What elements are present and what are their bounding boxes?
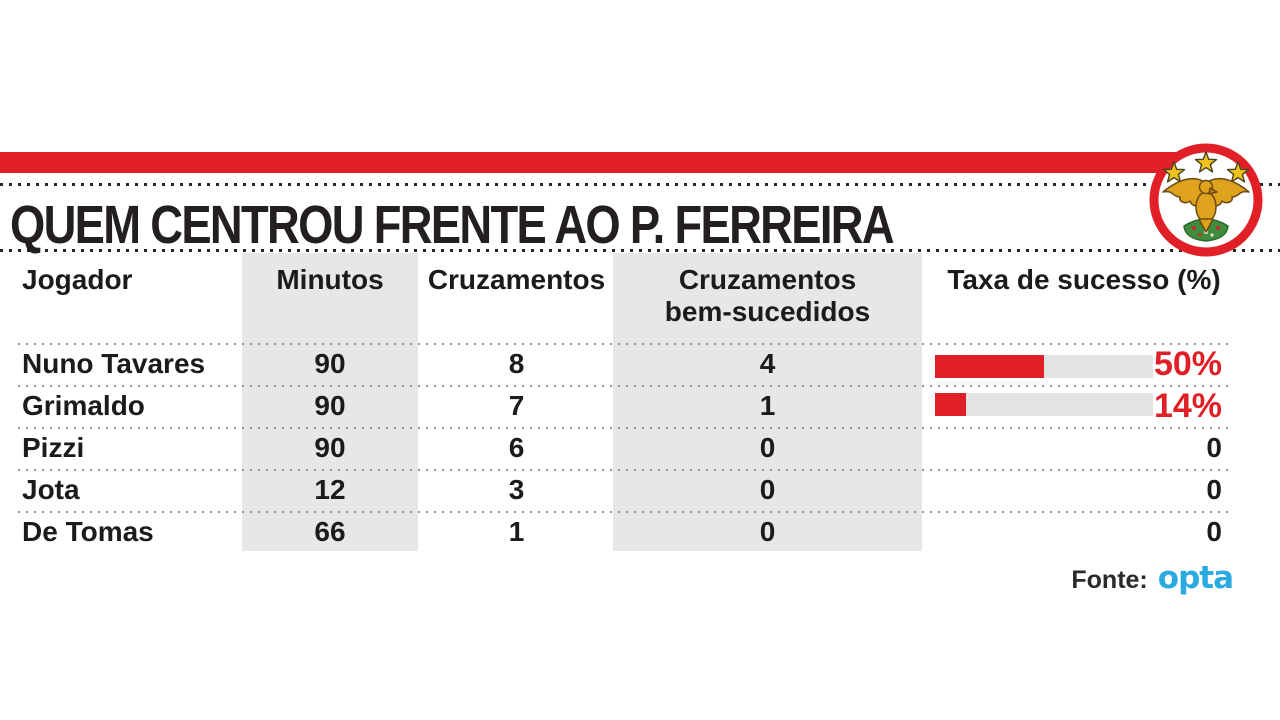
title-bottom-dotted-rule bbox=[0, 249, 1280, 252]
row-separator bbox=[18, 385, 1232, 387]
star-icon bbox=[1162, 161, 1186, 183]
row-separator bbox=[18, 469, 1232, 471]
header-successful-crosses: Cruzamentos bem-sucedidos bbox=[613, 264, 922, 328]
player-name: Jota bbox=[22, 474, 80, 505]
success-rate-bar-track bbox=[935, 393, 1153, 416]
successful-value: 1 bbox=[759, 390, 776, 421]
crest-stars bbox=[1162, 151, 1250, 183]
player-name: Nuno Tavares bbox=[22, 348, 206, 379]
successful-value: 4 bbox=[759, 348, 776, 379]
player-name: De Tomas bbox=[22, 516, 154, 547]
minutes-value: 90 bbox=[314, 390, 346, 421]
player-name: Grimaldo bbox=[22, 390, 145, 421]
minutes-value: 90 bbox=[314, 348, 346, 379]
header-successful-line1: Cruzamentos bbox=[678, 264, 857, 295]
header-player: Jogador bbox=[22, 264, 133, 295]
star-icon bbox=[1226, 161, 1250, 183]
player-name: Pizzi bbox=[22, 432, 85, 463]
benfica-crest-logo bbox=[1149, 143, 1263, 257]
minutes-value: 66 bbox=[314, 516, 346, 547]
successful-column-band bbox=[613, 253, 922, 551]
crosses-value: 7 bbox=[508, 390, 525, 421]
source-label: Fonte: bbox=[1071, 566, 1148, 594]
success-rate-label: 0 bbox=[1206, 432, 1222, 463]
source-footer: Fonte: opta bbox=[1066, 560, 1234, 596]
minutes-value: 90 bbox=[314, 432, 346, 463]
successful-value: 0 bbox=[759, 432, 776, 463]
success-rate-bar-fill bbox=[935, 355, 1044, 378]
success-rate-label: 0 bbox=[1206, 516, 1222, 547]
opta-logo: opta bbox=[1157, 560, 1234, 596]
crest-eagle-icon bbox=[1162, 177, 1250, 233]
success-rate-label: 0 bbox=[1206, 474, 1222, 505]
star-icon bbox=[1194, 151, 1218, 173]
header-minutes: Minutos bbox=[276, 264, 384, 295]
header-successful-line2: bem-sucedidos bbox=[664, 296, 871, 327]
row-separator bbox=[18, 343, 1232, 345]
minutes-value: 12 bbox=[314, 474, 346, 505]
success-rate-label: 14% bbox=[1153, 387, 1222, 425]
crosses-value: 3 bbox=[508, 474, 525, 505]
success-rate-bar-fill bbox=[935, 393, 966, 416]
successful-value: 0 bbox=[759, 474, 776, 505]
top-red-bar bbox=[0, 152, 1216, 173]
title-top-dotted-rule bbox=[0, 183, 1280, 186]
header-crosses: Cruzamentos bbox=[427, 264, 606, 295]
row-separator bbox=[18, 427, 1232, 429]
crosses-value: 8 bbox=[508, 348, 525, 379]
row-separator bbox=[18, 511, 1232, 513]
minutes-column-band bbox=[242, 253, 418, 551]
successful-value: 0 bbox=[759, 516, 776, 547]
page-title: QUEM CENTROU FRENTE AO P. FERREIRA bbox=[10, 195, 895, 255]
header-success-rate: Taxa de sucesso (%) bbox=[947, 264, 1221, 295]
crosses-value: 6 bbox=[508, 432, 525, 463]
crosses-value: 1 bbox=[508, 516, 525, 547]
success-rate-bar-track bbox=[935, 355, 1153, 378]
success-rate-label: 50% bbox=[1153, 345, 1222, 383]
